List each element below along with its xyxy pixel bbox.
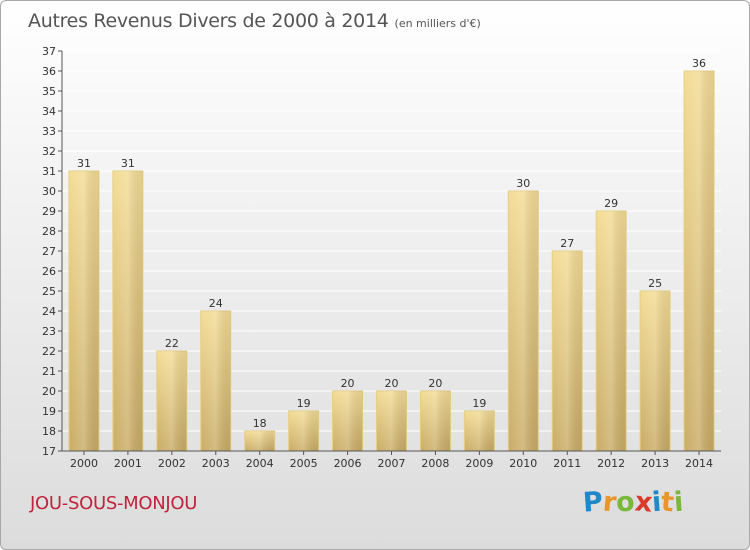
x-tick-label: 2005 (290, 457, 318, 470)
bar-2013 (639, 290, 671, 452)
chart-unit: (en milliers d'€) (394, 17, 481, 30)
y-tick-label: 17 (42, 445, 56, 458)
bar-shine (332, 391, 363, 451)
y-tick-label: 28 (42, 225, 56, 238)
x-tick-label: 2003 (202, 457, 230, 470)
y-tick-label: 35 (42, 85, 56, 98)
x-tick-label: 2002 (158, 457, 186, 470)
bar-2010 (507, 190, 539, 452)
proxiti-logo: Proxiti (581, 486, 685, 519)
bar-shine (640, 291, 671, 451)
bar-value-labels: 31 31 22 24 18 19 20 20 20 19 30 27 29 25 36 (77, 57, 706, 430)
y-tick-label: 37 (42, 45, 56, 58)
bar-2002 (156, 350, 188, 452)
bar-shine (156, 351, 187, 451)
bar-shine (288, 411, 319, 451)
x-tick-label: 2007 (378, 457, 406, 470)
bar-value-label: 24 (209, 297, 223, 310)
y-tick-label: 21 (42, 365, 56, 378)
y-tick-label: 29 (42, 205, 56, 218)
bar-shine (508, 191, 539, 451)
bar-value-label: 19 (472, 397, 486, 410)
x-tick-label: 2010 (509, 457, 537, 470)
bar-2004 (244, 430, 276, 452)
x-tick-label: 2000 (70, 457, 98, 470)
bar-value-label: 31 (121, 157, 135, 170)
logo-letter: o (615, 486, 636, 519)
x-tick-label: 2011 (553, 457, 581, 470)
x-tick-label: 2009 (465, 457, 493, 470)
bar-value-label: 29 (604, 197, 618, 210)
bar-value-label: 20 (428, 377, 442, 390)
logo-letter: i (673, 486, 685, 519)
x-tick-label: 2014 (685, 457, 713, 470)
y-tick-label: 19 (42, 405, 56, 418)
bar-shine (420, 391, 451, 451)
bar-value-label: 18 (253, 417, 267, 430)
bar-shine (200, 311, 231, 451)
commune-name: JOU-SOUS-MONJOU (30, 493, 198, 514)
x-tick-label: 2004 (246, 457, 274, 470)
bars (68, 70, 715, 452)
bar-shine (552, 251, 583, 451)
title-block: Autres Revenus Divers de 2000 à 2014 (en … (28, 10, 481, 32)
bar-2007 (376, 390, 407, 452)
chart-title: Autres Revenus Divers de 2000 à 2014 (28, 10, 389, 32)
bar-2003 (200, 310, 232, 452)
bar-shine (596, 211, 627, 451)
y-tick-label: 34 (42, 105, 56, 118)
y-tick-label: 22 (42, 345, 56, 358)
y-tick-label: 25 (42, 285, 56, 298)
bar-shine (244, 431, 275, 451)
bar-value-label: 20 (385, 377, 399, 390)
y-tick-label: 30 (42, 185, 56, 198)
bar-value-label: 22 (165, 337, 179, 350)
y-tick-label: 32 (42, 145, 56, 158)
bar-2011 (551, 250, 583, 452)
bar-value-label: 25 (648, 277, 662, 290)
bar-value-label: 27 (560, 237, 574, 250)
y-tick-label: 24 (42, 305, 56, 318)
y-tick-label: 20 (42, 385, 56, 398)
bar-value-label: 19 (297, 397, 311, 410)
x-tick-label: 2001 (114, 457, 142, 470)
bar-shine (112, 171, 143, 451)
y-tick-label: 27 (42, 245, 56, 258)
bar-shine (376, 391, 407, 451)
logo-letter: P (581, 486, 604, 519)
y-tick-label: 26 (42, 265, 56, 278)
bar-2012 (595, 210, 627, 452)
bar-value-label: 31 (77, 157, 91, 170)
bar-value-label: 30 (516, 177, 530, 190)
bar-value-label: 36 (692, 57, 706, 70)
y-tick-label: 36 (42, 65, 56, 78)
y-tick-label: 33 (42, 125, 56, 138)
bar-shine (464, 411, 495, 451)
bar-2000 (68, 170, 100, 452)
y-tick-label: 23 (42, 325, 56, 338)
bar-shine (684, 71, 715, 451)
x-tick-label: 2008 (421, 457, 449, 470)
x-tick-label: 2012 (597, 457, 625, 470)
bar-shine (68, 171, 99, 451)
bar-value-label: 20 (341, 377, 355, 390)
bar-2006 (332, 390, 364, 452)
bar-2005 (288, 410, 320, 452)
y-axis: 17 18 19 20 21 22 23 24 25 26 27 28 29 30 31 32 33 34 35 36… (42, 45, 63, 458)
y-tick-label: 18 (42, 425, 56, 438)
x-tick-label: 2013 (641, 457, 669, 470)
x-axis: 2000 2001 2002 2003 2004 2005 2006 2007 2008 2009… (62, 450, 721, 470)
y-tick-label: 31 (42, 165, 56, 178)
bar-2008 (419, 390, 451, 452)
bar-2014 (683, 70, 715, 452)
bar-2009 (463, 410, 495, 452)
bar-2001 (112, 170, 144, 452)
x-tick-label: 2006 (334, 457, 362, 470)
